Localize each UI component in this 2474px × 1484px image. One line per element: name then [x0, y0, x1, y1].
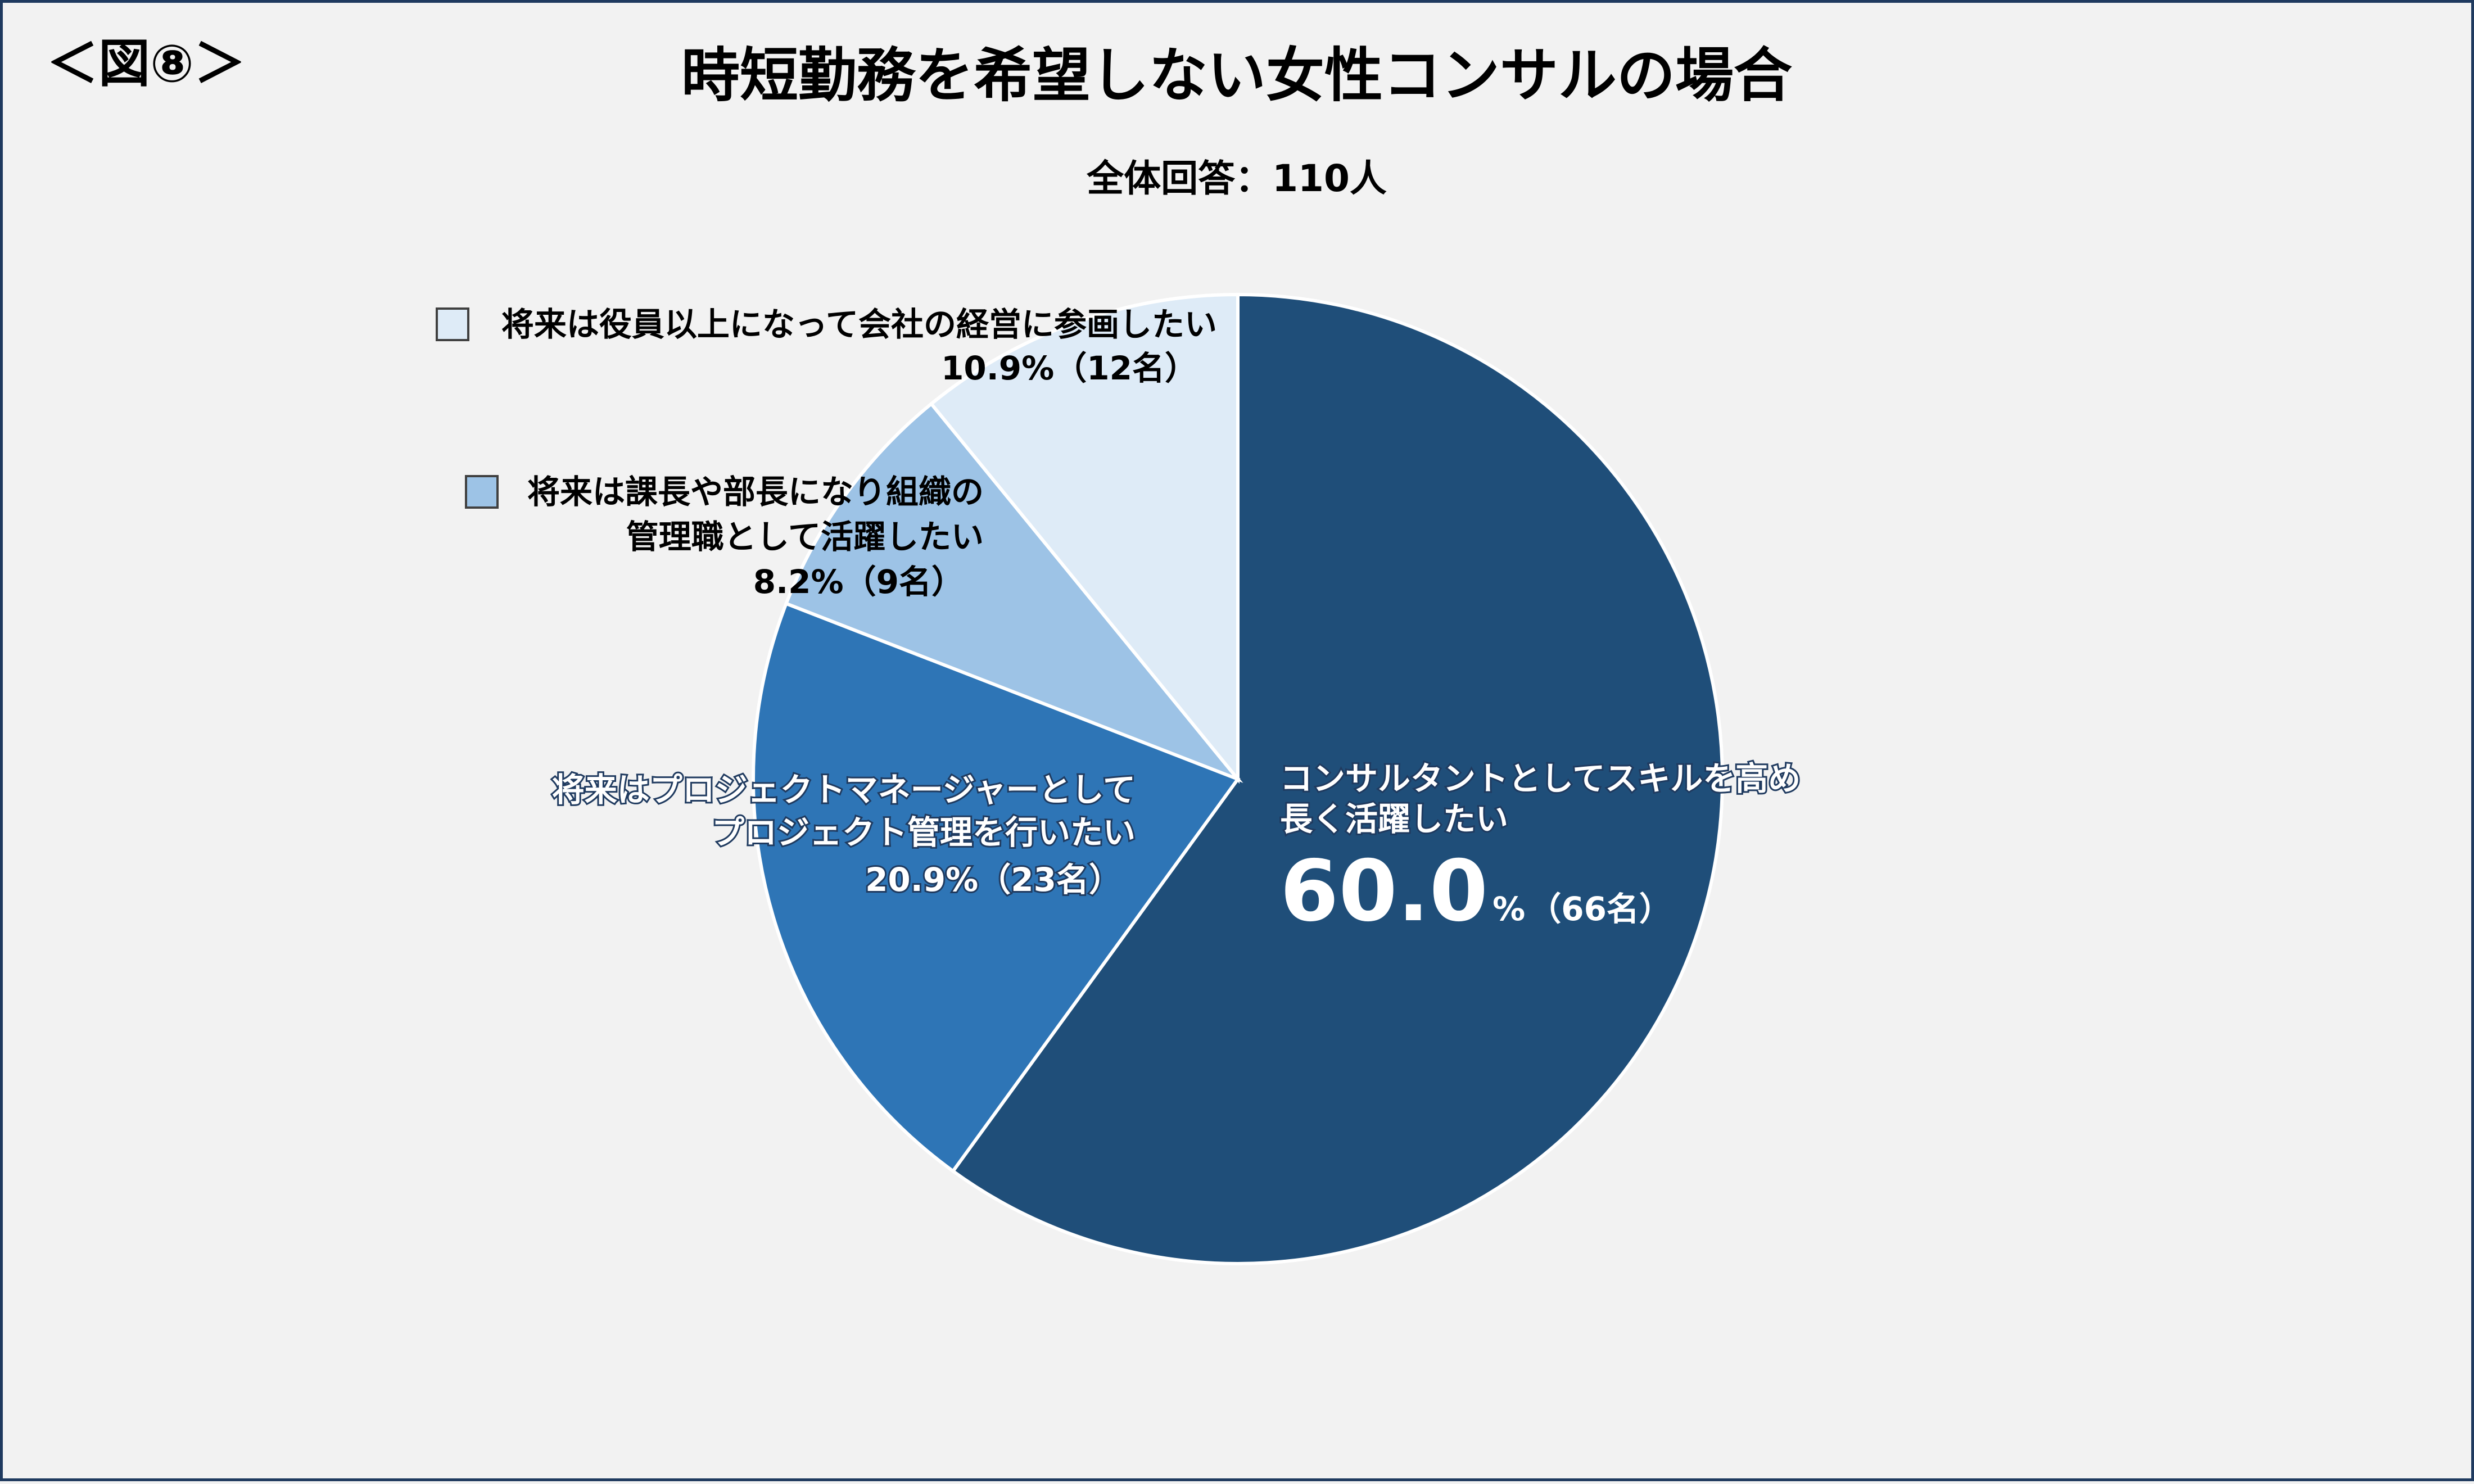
slice-2-label-line-2: 管理職として活躍したい	[626, 518, 984, 556]
slice-1-value: 20.9%（23名）	[865, 861, 1121, 899]
slice-0-count: （66名）	[1528, 890, 1672, 928]
slice-1-label-line-1: 将来はプロジェクトマネージャーとして	[552, 771, 1136, 809]
pie-slice-1	[752, 601, 1241, 1174]
slice-label-0: コンサルタントとしてスキルを高め 長く活躍したい 60.0% （66名）	[1278, 758, 1802, 940]
slice-label-1: 将来はプロジェクトマネージャーとして プロジェクト管理を行いたい 20.9%（2…	[550, 769, 1137, 901]
slice-3-value: 10.9%（12名）	[941, 349, 1197, 387]
slice-2-label-line-1: 将来は課長や部長になり組織の	[527, 473, 984, 511]
pie-chart: ＜図⑧＞ 時短勤務を希望しない女性コンサルの場合 全体回答：110人 コンサルタ…	[47, 34, 1802, 1265]
slice-0-label-line-1: コンサルタントとしてスキルを高め	[1280, 759, 1801, 798]
slice-0-percent-sign: %	[1492, 890, 1525, 928]
slice-2-legend-swatch	[465, 475, 499, 509]
slice-3-legend-swatch	[436, 307, 469, 341]
slice-label-3: 将来は役員以上になって会社の経営に参画したい 10.9%（12名）	[436, 305, 1217, 387]
pie-slice-3	[929, 292, 1240, 784]
pie-slice-0	[951, 292, 1724, 1265]
slice-3-label-line-1: 将来は役員以上になって会社の経営に参画したい	[501, 305, 1217, 343]
slice-0-label-line-2: 長く活躍したい	[1280, 800, 1508, 838]
slice-1-label-line-2: プロジェクト管理を行いたい	[712, 813, 1136, 852]
slice-2-value: 8.2%（9名）	[753, 563, 964, 601]
pie-slice-2	[784, 401, 1243, 783]
slice-0-percent: 60.0	[1280, 843, 1488, 940]
chart-subtitle: 全体回答：110人	[1086, 157, 1387, 200]
pie-slices	[752, 292, 1724, 1265]
slice-label-2: 将来は課長や部長になり組織の 管理職として活躍したい 8.2%（9名）	[465, 473, 984, 601]
chart-title: 時短勤務を希望しない女性コンサルの場合	[681, 41, 1792, 110]
slice-0-value: 60.0% （66名）	[1280, 843, 1672, 940]
figure-tag: ＜図⑧＞	[47, 34, 246, 94]
